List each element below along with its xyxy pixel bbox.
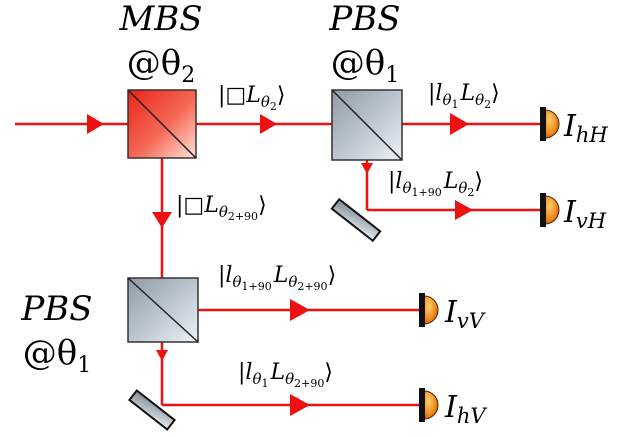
- ket-hV-l-sub: 1: [261, 377, 268, 390]
- arrow-vH: [455, 200, 473, 220]
- ket-hH-l: |l: [428, 81, 442, 106]
- ket-mbs-down-sub: 2+90: [228, 210, 258, 223]
- ket-vV-l: |l: [218, 263, 232, 288]
- detector-label-hH-main: I: [563, 109, 577, 144]
- pbs-bottom-beamsplitter: [127, 277, 199, 343]
- ket-vH-l-sub-base: θ: [402, 179, 411, 197]
- arrow-pbs-top-down: [361, 163, 373, 174]
- detector-vV: [419, 293, 439, 327]
- pbs-top-setting-prefix: @θ: [331, 43, 385, 83]
- pbs-top-setting-sub: 1: [385, 63, 399, 88]
- ket-vH-close: ⟩: [474, 169, 483, 194]
- ket-mbs-to-pbs-main: |□L: [218, 83, 261, 108]
- detector-label-hH-sub: hH: [576, 123, 609, 147]
- ket-mbs-down-sub-base: θ: [219, 203, 228, 221]
- pbs-bottom-label: PBS: [20, 289, 92, 329]
- detector-label-vH: IvH: [563, 195, 607, 233]
- ket-hV-l: |l: [238, 360, 252, 385]
- arrow-hH: [450, 113, 469, 135]
- detector-label-hH: IhH: [563, 109, 608, 147]
- detector-label-hV-main: I: [444, 390, 458, 425]
- ket-vH-L-sub: 2: [467, 186, 474, 199]
- ket-hH-l-sub-base: θ: [442, 91, 451, 109]
- ket-mbs-to-pbs-close: ⟩: [277, 83, 286, 108]
- detector-label-vH-sub: vH: [576, 209, 607, 233]
- pbs-bottom-setting-prefix: @θ: [23, 333, 77, 373]
- pbs-bottom-setting: @θ1: [23, 333, 91, 378]
- ket-mbs-to-pbs-sub-base: θ: [261, 93, 270, 111]
- ket-hV-close: ⟩: [324, 360, 333, 385]
- ket-hV-L-sub-base: θ: [285, 370, 294, 388]
- ket-hV-L-sub: 2+90: [294, 377, 324, 390]
- ket-vH-L-sub-base: θ: [458, 179, 467, 197]
- detector-hV: [419, 388, 439, 422]
- ket-hV-l-sub-base: θ: [252, 370, 261, 388]
- ket-vV-close: ⟩: [328, 263, 337, 288]
- ket-vV-L-sub-base: θ: [288, 273, 297, 291]
- ket-vH: |lθ1+90Lθ2⟩: [388, 169, 483, 199]
- ket-hH-L-sub-base: θ: [475, 91, 484, 109]
- ket-mbs-to-pbs-sub: 2: [270, 100, 277, 113]
- pbs-top-label: PBS: [328, 0, 400, 39]
- arrow-hV: [290, 394, 310, 416]
- detector-label-hV-sub: hV: [457, 404, 488, 428]
- mbs-label: MBS: [118, 0, 202, 39]
- ket-hV-L: L: [269, 360, 285, 385]
- detector-label-vH-main: I: [563, 195, 577, 230]
- mirror-top: [330, 197, 382, 243]
- ket-hH-l-sub: 1: [451, 98, 458, 111]
- mirror-bottom: [127, 389, 177, 431]
- ket-vH-L: L: [443, 169, 459, 194]
- pbs-top-beamsplitter: [331, 89, 403, 161]
- ket-vV: |lθ1+90Lθ2+90⟩: [218, 263, 336, 293]
- pbs-bottom-setting-sub: 1: [77, 353, 91, 378]
- ket-vH-l: |l: [388, 169, 402, 194]
- ket-hV: |lθ1Lθ2+90⟩: [238, 360, 333, 390]
- ket-vV-l-sub: 1+90: [241, 280, 271, 293]
- arrow-mbs-to-pbs: [260, 114, 277, 134]
- arrow-pbs-bottom-down: [156, 350, 168, 361]
- detector-hH: [540, 107, 560, 141]
- detector-label-vV: IvV: [444, 295, 486, 333]
- ket-hH: |lθ1Lθ2⟩: [428, 81, 500, 111]
- ket-mbs-down-close: ⟩: [258, 193, 267, 218]
- arrow-vV: [290, 299, 310, 321]
- ket-hH-L: L: [459, 81, 475, 106]
- ket-mbs-down-main: |□L: [176, 193, 219, 218]
- arrow-mbs-down: [152, 212, 172, 228]
- pbs-top-setting: @θ1: [331, 43, 399, 88]
- ket-mbs-to-pbs: |□Lθ2⟩: [218, 83, 285, 113]
- mbs-setting: @θ2: [127, 43, 195, 88]
- detector-vH: [540, 193, 560, 227]
- ket-hH-close: ⟩: [491, 81, 500, 106]
- detector-label-hV: IhV: [444, 390, 487, 428]
- detector-label-vV-sub: vV: [457, 309, 486, 333]
- detector-label-vV-main: I: [444, 295, 458, 330]
- ket-hH-L-sub: 2: [484, 98, 491, 111]
- ket-vV-l-sub-base: θ: [232, 273, 241, 291]
- ket-vV-L: L: [273, 263, 289, 288]
- mbs-setting-prefix: @θ: [127, 43, 181, 83]
- ket-vH-l-sub: 1+90: [411, 186, 441, 199]
- mbs-beamsplitter: [127, 89, 197, 159]
- ket-mbs-down: |□Lθ2+90⟩: [176, 193, 267, 223]
- arrow-input: [87, 114, 104, 134]
- ket-vV-L-sub: 2+90: [297, 280, 327, 293]
- mbs-setting-sub: 2: [181, 63, 195, 88]
- beam-arrows: [87, 113, 473, 416]
